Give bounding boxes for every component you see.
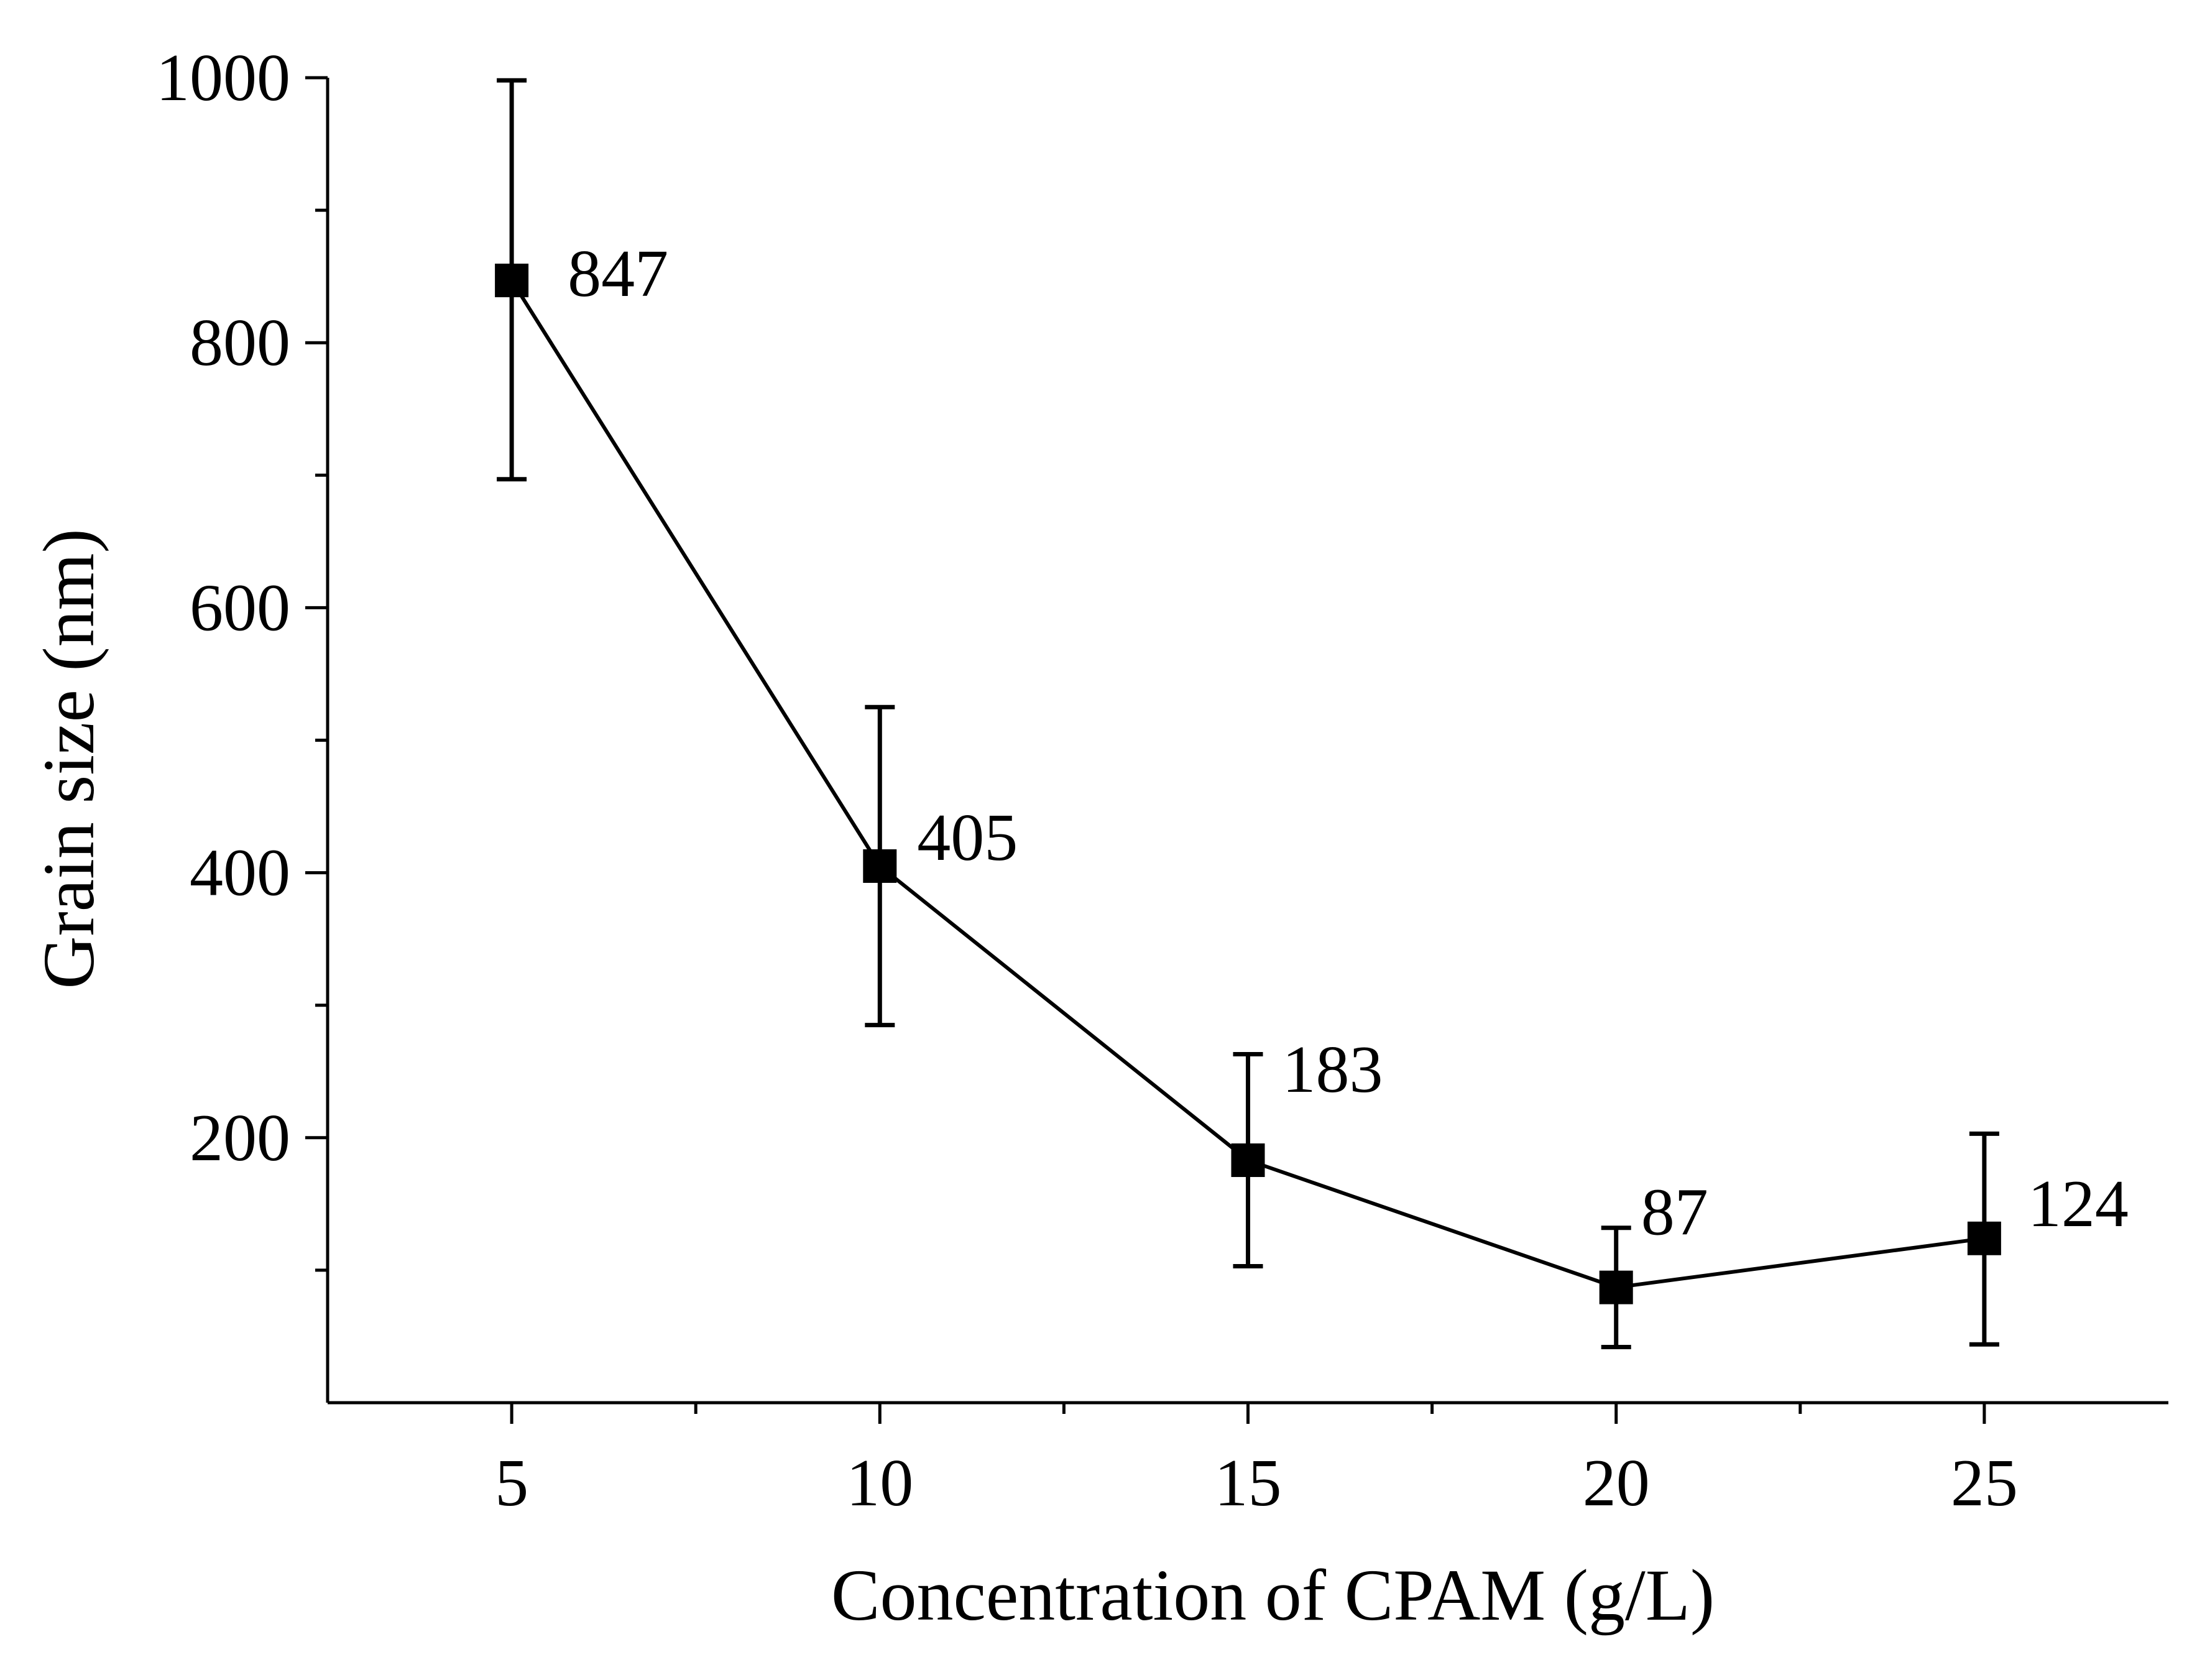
data-point-15 (1231, 1143, 1265, 1178)
y-tick-label-800: 800 (190, 306, 290, 380)
axes: 5 10 15 20 25 200 400 600 800 1000 (156, 41, 2168, 1520)
data-point-25 (1967, 1221, 2001, 1255)
x-tick-label-10: 10 (846, 1446, 913, 1520)
x-tick-label-20: 20 (1583, 1446, 1650, 1520)
data-point-20 (1599, 1270, 1633, 1304)
x-axis-title: Concentration of CPAM (g/L) (831, 1554, 1715, 1636)
x-tick-label-5: 5 (495, 1446, 528, 1520)
data-label-25: 124 (2028, 1167, 2129, 1241)
data-label-10: 405 (917, 801, 1018, 875)
y-tick-label-400: 400 (190, 836, 290, 910)
y-tick-label-200: 200 (190, 1101, 290, 1175)
series-grain-size: 847 405 183 87 124 (495, 78, 2129, 1349)
data-label-20: 87 (1641, 1176, 1708, 1250)
y-tick-label-1000: 1000 (156, 41, 290, 115)
y-axis-title: Grain size (nm) (28, 528, 109, 989)
data-label-15: 183 (1283, 1033, 1383, 1107)
data-point-5 (495, 264, 529, 298)
data-label-5: 847 (568, 237, 668, 311)
data-point-10 (863, 849, 897, 883)
x-tick-label-25: 25 (1951, 1446, 2018, 1520)
x-tick-label-15: 15 (1215, 1446, 1282, 1520)
y-tick-label-600: 600 (190, 571, 290, 645)
